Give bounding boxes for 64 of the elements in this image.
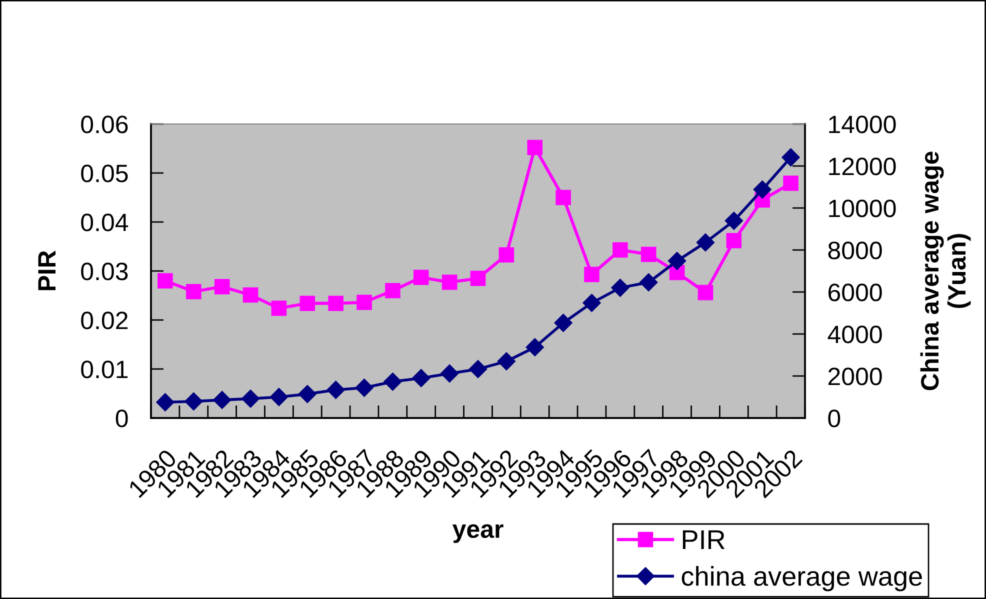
point [724,212,743,230]
point [556,190,571,206]
point [526,338,544,356]
point [213,390,232,409]
point [384,372,402,391]
y2-tick-label: 14000 [829,116,896,134]
point [385,282,400,298]
point [753,180,772,199]
point [554,314,572,332]
point [355,378,374,397]
point [668,252,686,270]
y2-tick-label: 0 [828,410,840,428]
point [497,352,516,370]
y2-tick-label: 2000 [828,368,882,386]
point [440,364,459,383]
y2-tick-label: 12000 [829,158,896,176]
y-tick-label: 0 [116,410,128,428]
y-tick-label: 0.03 [81,262,128,280]
point [782,148,800,166]
legend-label: china average wage [682,566,922,592]
point [584,266,600,282]
point [241,390,260,408]
point [186,284,202,300]
point [356,294,372,310]
point [242,287,258,303]
point [726,232,742,248]
point [442,274,458,290]
point [612,242,628,258]
y2-axis-title: China average wage (Yuan) [920,152,971,390]
point [470,270,486,286]
y2-tick-label: 8000 [828,242,882,260]
point [640,273,658,292]
point [783,176,798,191]
point [270,388,288,406]
y2-tick-label: 4000 [828,326,882,344]
point [184,392,203,410]
point [271,300,287,316]
point [158,273,173,288]
point [298,385,316,404]
point [156,393,174,412]
point [413,270,429,286]
y-tick-label: 0.06 [81,116,128,134]
y-tick-label: 0.01 [81,360,128,378]
legend-label: PIR [682,530,725,550]
y-tick-label: 0.02 [81,312,128,330]
point [582,294,601,312]
y-tick-label: 0.05 [81,164,128,182]
point [698,284,714,300]
x-axis-title: year [452,524,504,543]
point [214,279,230,294]
point [468,360,488,378]
point [696,233,715,252]
point [611,278,630,297]
point [640,246,656,262]
y-axis-title: PIR [38,250,56,290]
y2-tick-label: 10000 [829,200,896,218]
point [326,380,345,399]
point [328,296,344,311]
y2-tick-label: 6000 [828,284,882,302]
point [300,296,316,311]
y-tick-label: 0.04 [81,214,128,232]
point [527,140,543,156]
point [412,369,430,388]
point [498,247,514,262]
